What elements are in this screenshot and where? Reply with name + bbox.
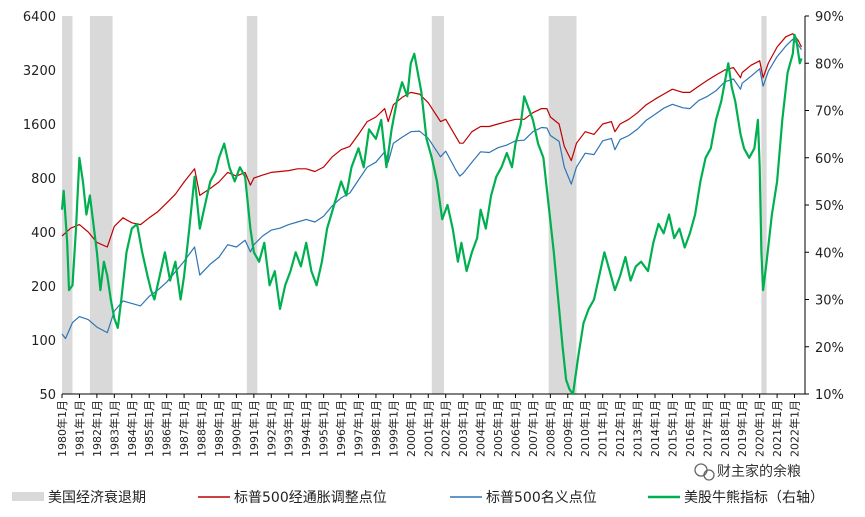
x-tick-label: 1995年1月 [317,400,331,457]
right-axis: 10% 20% 30% 40% 50% 60% 70% 80% 90% [804,10,844,403]
right-tick-label: 90% [815,10,844,25]
recession-band-0 [62,16,73,394]
x-tick-label: 2008年1月 [543,400,557,457]
x-tick-label: 1984年1月 [125,400,139,457]
series-line-1 [61,33,803,248]
legend-label-0: 美国经济衰退期 [48,489,146,506]
x-tick-label: 1988年1月 [195,400,209,457]
x-tick-label: 2021年1月 [770,400,784,457]
right-tick-label: 60% [815,152,844,167]
x-tick-label: 2005年1月 [491,400,505,457]
x-tick-label: 2011年1月 [596,400,610,457]
x-tick-label: 1981年1月 [72,400,86,457]
right-tick-label: 10% [815,388,844,403]
series-lines [60,33,803,396]
left-tick-label: 400 [31,226,56,241]
recession-band-5 [761,16,767,394]
recession-bands [62,16,767,394]
left-axis: 50 100 200 400 800 1600 3200 6400 [23,10,56,403]
right-tick-label: 50% [815,199,844,214]
x-tick-label: 2020年1月 [753,400,767,457]
x-tick-label: 1997年1月 [352,400,366,457]
right-tick-label: 20% [815,341,844,356]
x-tick-label: 1999年1月 [386,400,400,457]
watermark: 财主家的余粮 [694,463,801,481]
recession-band-1 [89,16,113,394]
left-tick-label: 100 [31,334,56,349]
x-tick-label: 2013年1月 [631,400,645,457]
x-tick-label: 1991年1月 [247,400,261,457]
left-tick-label: 800 [31,172,56,187]
legend-swatch-0 [12,492,44,501]
x-tick-label: 1998年1月 [369,400,383,457]
recession-band-3 [431,16,444,394]
x-tick-label: 2015年1月 [665,400,679,457]
left-tick-label: 200 [31,280,56,295]
series-line-2 [61,38,803,340]
legend-label-2: 标普500名义点位 [486,490,597,506]
x-tick-label: 1990年1月 [229,400,243,457]
x-tick-label: 1983年1月 [107,400,121,457]
x-tick-label: 1989年1月 [212,400,226,457]
legend-label-3: 美股牛熊指标（右轴） [684,490,824,506]
x-tick-label: 1992年1月 [264,400,278,457]
legend: 美国经济衰退期 标普500经通胀调整点位 标普500名义点位 美股牛熊指标（右轴） [12,489,824,506]
x-tick-label: 2000年1月 [404,400,418,457]
right-tick-label: 80% [815,57,844,72]
x-tick-label: 1980年1月 [55,400,69,457]
x-tick-label: 1982年1月 [90,400,104,457]
right-tick-label: 70% [815,105,844,120]
right-tick-label: 40% [815,246,844,261]
recession-band-2 [246,16,258,394]
left-tick-label: 6400 [23,10,56,25]
x-tick-label: 2018年1月 [718,400,732,457]
x-tick-label: 1993年1月 [282,400,296,457]
x-tick-label: 2007年1月 [526,400,540,457]
x-tick-label: 2003年1月 [456,400,470,457]
x-tick-label: 1996年1月 [334,400,348,457]
x-tick-label: 2012年1月 [613,400,627,457]
watermark-text: 财主家的余粮 [717,463,801,480]
left-tick-label: 3200 [23,64,56,79]
x-tick-label: 2019年1月 [735,400,749,457]
x-tick-label: 2001年1月 [421,400,435,457]
x-tick-label: 2006年1月 [508,400,522,457]
x-tick-label: 2014年1月 [648,400,662,457]
x-tick-label: 1987年1月 [177,400,191,457]
x-tick-label: 2004年1月 [474,400,488,457]
x-tick-label: 1994年1月 [299,400,313,457]
x-tick-label: 2017年1月 [700,400,714,457]
wechat-icon [694,463,715,481]
x-tick-label: 2010年1月 [578,400,592,457]
left-tick-label: 1600 [23,118,56,133]
x-tick-label: 2016年1月 [683,400,697,457]
x-tick-label: 1985年1月 [142,400,156,457]
x-axis: 1980年1月 1981年1月 1982年1月 1983年1月 1984年1月 1985年… [55,393,805,457]
left-tick-label: 50 [39,388,56,403]
x-tick-label: 1986年1月 [160,400,174,457]
x-tick-label: 2002年1月 [439,400,453,457]
right-tick-label: 30% [815,294,844,309]
x-tick-label: 2022年1月 [788,400,802,457]
series-line-3 [60,33,803,396]
legend-label-1: 标普500经通胀调整点位 [234,490,387,506]
recession-band-4 [548,16,577,394]
x-tick-label: 2009年1月 [561,400,575,457]
